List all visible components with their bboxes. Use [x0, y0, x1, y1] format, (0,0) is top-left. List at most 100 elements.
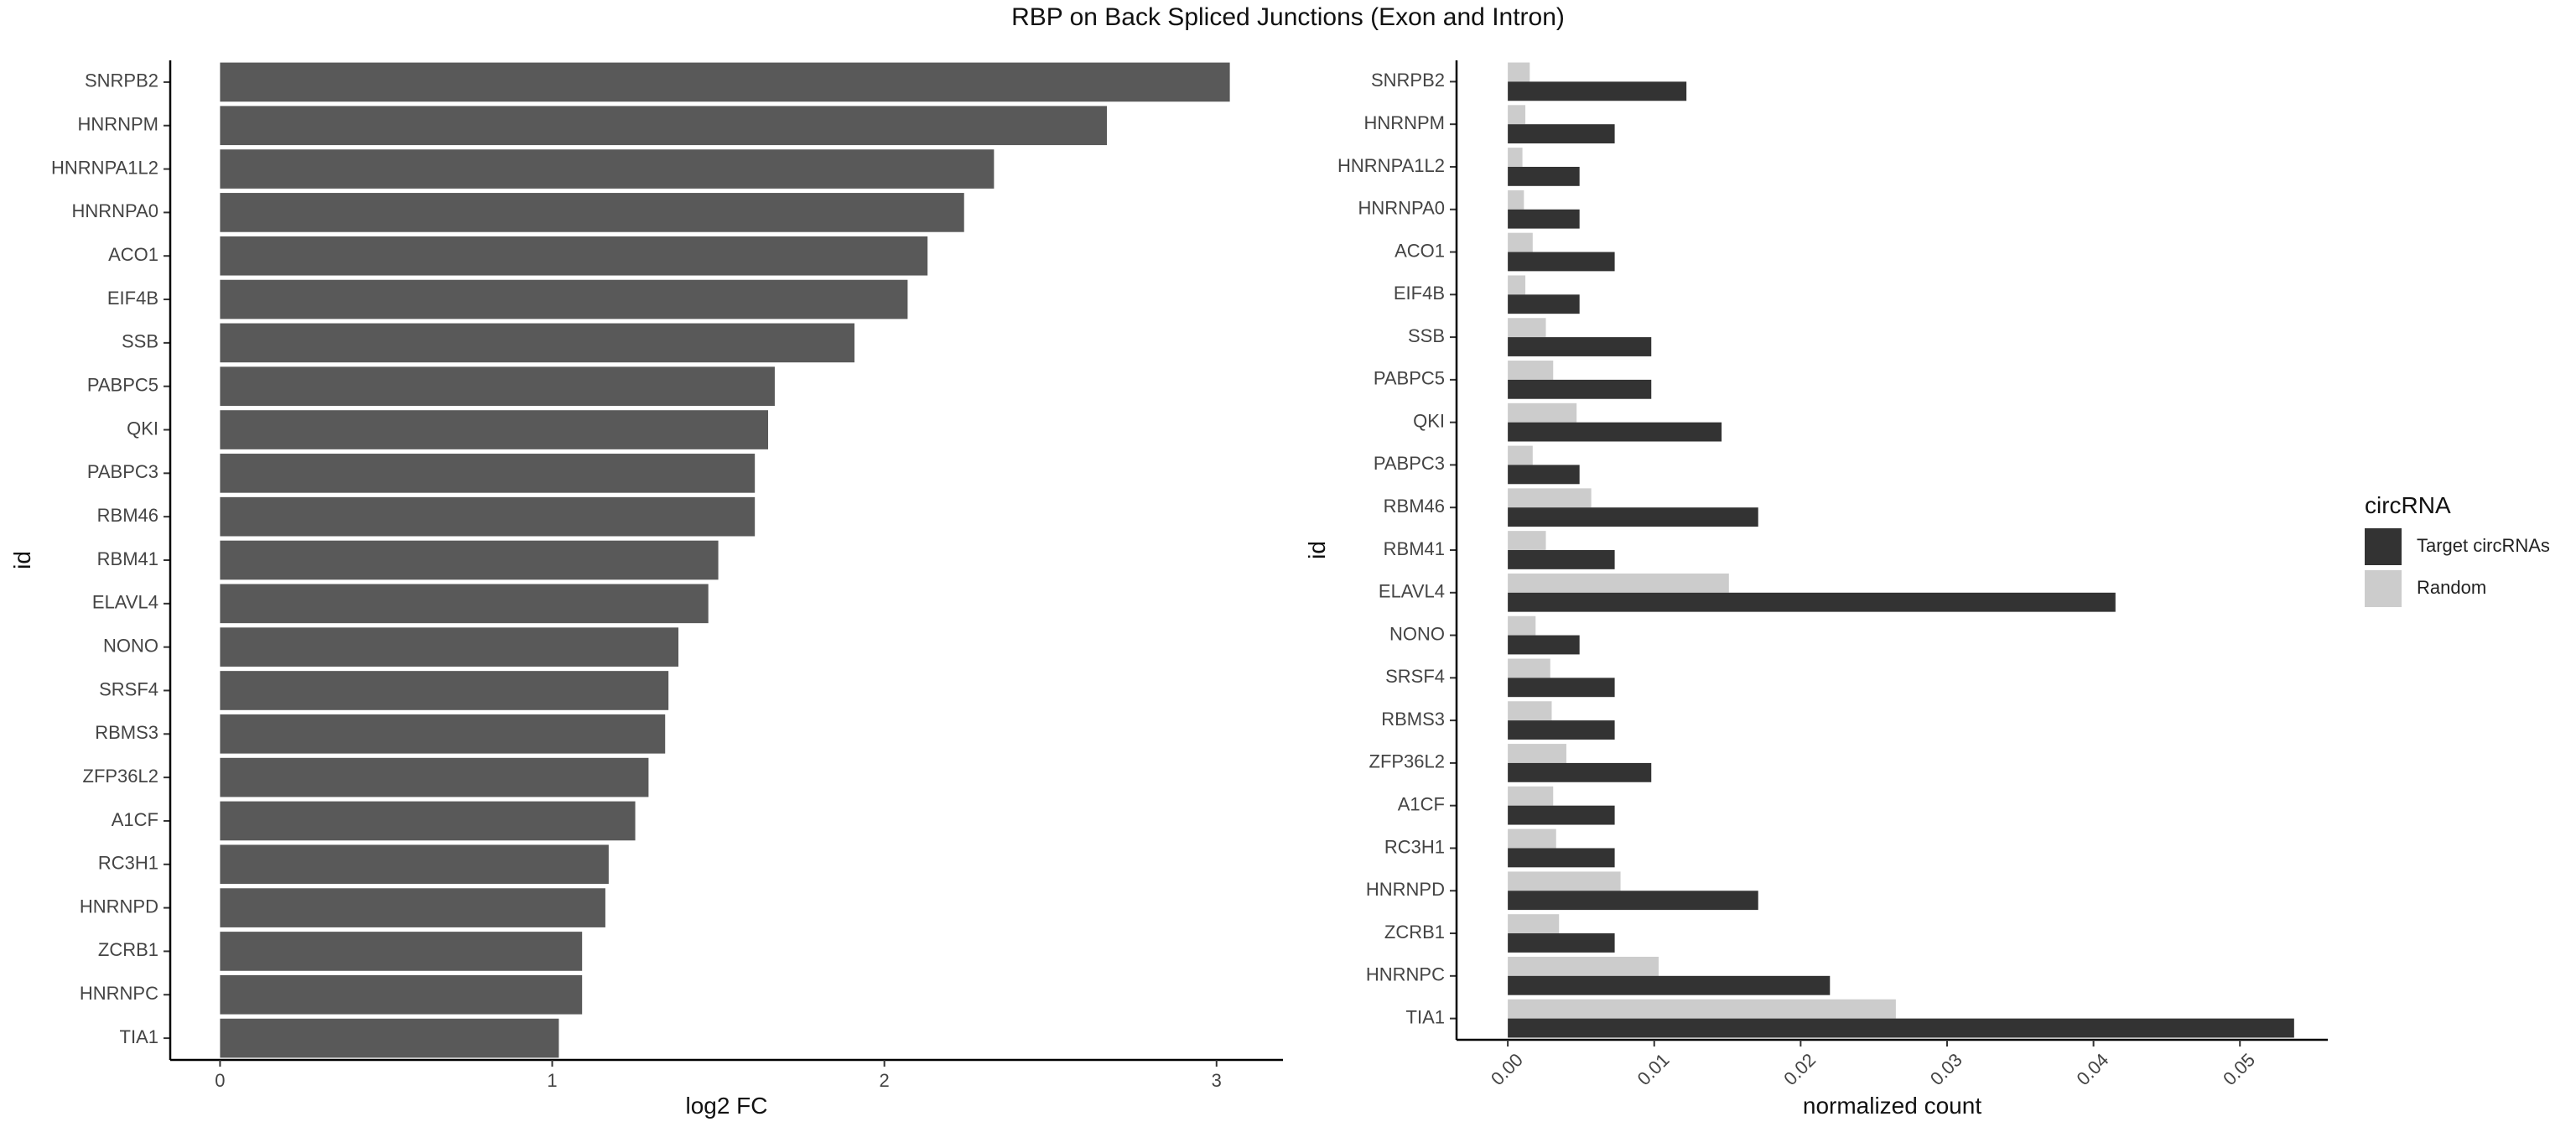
bar	[220, 671, 669, 710]
y-tick-label: TIA1	[1406, 1006, 1445, 1027]
bar	[220, 844, 609, 885]
bar-target	[1508, 933, 1615, 953]
y-tick-label: ZFP36L2	[83, 766, 159, 787]
bar	[220, 932, 583, 971]
y-axis-title: id	[1304, 541, 1330, 559]
bar-target	[1508, 720, 1615, 740]
y-tick-label: PABPC3	[1374, 453, 1445, 474]
x-tick-label: 3	[1212, 1070, 1222, 1091]
legend-label: Random	[2417, 577, 2486, 598]
bar-random	[1508, 531, 1546, 550]
bar-random	[1508, 615, 1536, 636]
bar-random	[1508, 786, 1554, 806]
bar	[220, 584, 709, 624]
bar	[220, 496, 756, 537]
x-tick-label: 1	[547, 1070, 557, 1091]
bar-random	[1508, 105, 1526, 125]
bar-random	[1508, 232, 1533, 252]
y-tick-label: ZCRB1	[98, 939, 158, 960]
bar-random	[1508, 361, 1554, 380]
y-tick-label: SRSF4	[99, 678, 158, 699]
y-tick-label: PABPC3	[87, 461, 158, 482]
x-tick-label: 0.03	[1926, 1049, 1966, 1089]
y-tick-label: HNRNPD	[80, 896, 158, 917]
y-tick-label: A1CF	[112, 809, 158, 830]
bar	[220, 279, 908, 319]
y-tick-label: HNRNPC	[1366, 964, 1445, 985]
bar	[220, 366, 775, 407]
y-tick-label: SSB	[122, 331, 158, 352]
bar-target	[1508, 592, 2116, 612]
bar-random	[1508, 828, 1556, 849]
bar-random	[1508, 658, 1550, 678]
bar-target	[1508, 678, 1615, 698]
y-tick-label: SSB	[1408, 325, 1445, 346]
bar-target	[1508, 379, 1652, 399]
bar	[220, 454, 756, 493]
bar-target	[1508, 848, 1615, 868]
x-tick-label: 0.04	[2072, 1049, 2112, 1089]
bar-target	[1508, 507, 1758, 527]
y-tick-label: QKI	[127, 418, 158, 439]
y-tick-label: EIF4B	[1394, 283, 1445, 304]
bar	[220, 627, 679, 667]
bar	[220, 323, 855, 363]
y-tick-label: ZFP36L2	[1369, 751, 1446, 772]
bar	[220, 1018, 559, 1058]
x-tick-label: 0.00	[1487, 1049, 1527, 1089]
x-tick-label: 0.05	[2219, 1049, 2259, 1089]
y-tick-label: HNRNPA0	[1358, 198, 1445, 219]
x-tick-label: 0	[215, 1070, 225, 1091]
y-tick-label: ELAVL4	[1379, 581, 1445, 602]
y-tick-label: HNRNPA1L2	[51, 157, 158, 178]
y-tick-label: HNRNPM	[1363, 112, 1445, 133]
y-tick-label: SNRPB2	[85, 70, 158, 91]
bar-random	[1508, 318, 1546, 338]
y-tick-label: HNRNPM	[77, 114, 158, 135]
bar-target	[1508, 465, 1580, 485]
legend-swatch	[2365, 570, 2402, 607]
y-tick-label: PABPC5	[1374, 368, 1445, 389]
y-tick-label: SNRPB2	[1371, 70, 1445, 91]
x-tick-label: 0.01	[1633, 1049, 1674, 1089]
bar	[220, 540, 719, 580]
y-tick-label: HNRNPA0	[71, 200, 158, 221]
bar-target	[1508, 550, 1615, 569]
y-tick-label: RBM46	[1384, 496, 1445, 517]
bar	[220, 193, 964, 232]
x-tick-label: 0.02	[1779, 1049, 1820, 1089]
y-tick-label: RC3H1	[1384, 836, 1445, 857]
bar-random	[1508, 871, 1621, 891]
y-tick-label: PABPC5	[87, 375, 158, 396]
y-tick-label: HNRNPA1L2	[1337, 155, 1445, 176]
y-tick-label: QKI	[1413, 410, 1445, 431]
y-tick-label: HNRNPD	[1366, 879, 1445, 900]
y-tick-label: ACO1	[1394, 240, 1445, 261]
y-tick-label: RBMS3	[95, 722, 158, 743]
bar	[220, 714, 666, 754]
bar-random	[1508, 275, 1526, 295]
y-tick-label: RBM41	[1384, 538, 1445, 559]
y-tick-label: ELAVL4	[92, 592, 158, 613]
bar-random	[1508, 744, 1566, 763]
bar	[220, 801, 636, 841]
legend-swatch	[2365, 528, 2402, 565]
bar	[220, 757, 649, 797]
bar-target	[1508, 294, 1580, 314]
legend-label: Target circRNAs	[2417, 535, 2550, 556]
bar-target	[1508, 975, 1831, 995]
x-axis-title: log2 FC	[685, 1093, 767, 1119]
bar-random	[1508, 445, 1533, 465]
y-tick-label: RBM46	[97, 505, 158, 526]
bar-target	[1508, 209, 1580, 229]
y-tick-label: ACO1	[108, 244, 158, 265]
y-tick-label: EIF4B	[107, 288, 158, 309]
bar	[220, 888, 605, 927]
bar	[220, 974, 583, 1015]
y-tick-label: RC3H1	[98, 853, 158, 874]
bar-random	[1508, 914, 1560, 934]
bar-random	[1508, 148, 1523, 167]
x-tick-label: 2	[880, 1070, 890, 1091]
bar-random	[1508, 573, 1729, 593]
